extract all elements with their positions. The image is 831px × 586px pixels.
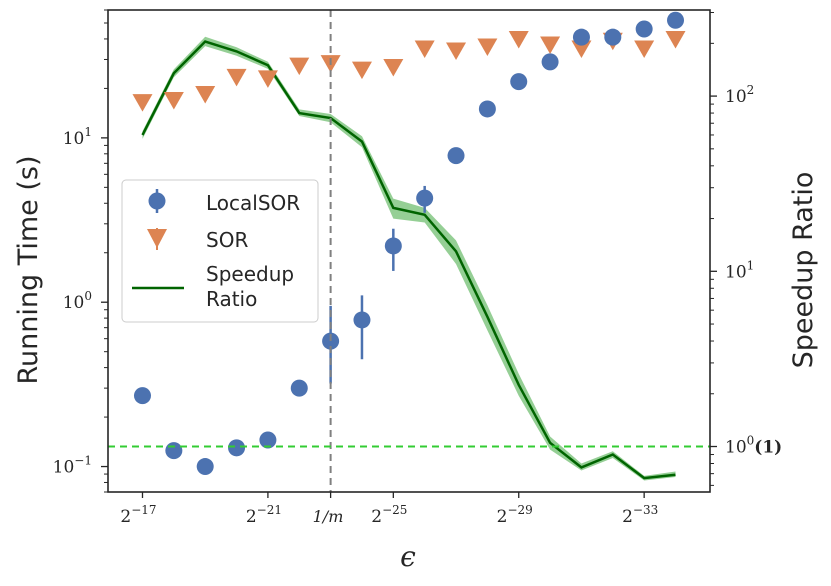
localsor-point xyxy=(416,189,434,207)
x-axis-label: ϵ xyxy=(400,540,416,573)
legend-frame xyxy=(121,179,319,323)
x-tick-exponent: −21 xyxy=(257,503,282,517)
x-tick-label: 2−29 xyxy=(497,503,533,527)
localsor-point xyxy=(353,311,371,329)
localsor-point xyxy=(228,439,246,457)
sor-point xyxy=(446,42,467,61)
x-tick-exponent: −25 xyxy=(382,503,407,517)
plot-layer xyxy=(108,10,710,492)
y-left-tick-exponent: −1 xyxy=(74,454,92,468)
sor-point xyxy=(289,57,310,76)
y-left-tick-exponent: 1 xyxy=(84,125,92,139)
localsor-point xyxy=(322,332,340,350)
sor-point xyxy=(163,92,184,110)
x-tick-exponent: −33 xyxy=(633,503,658,517)
speedup-ratio-line xyxy=(141,40,676,480)
legend-label-sor: SOR xyxy=(206,228,248,252)
sor-point xyxy=(414,40,435,58)
localsor-point xyxy=(447,147,465,165)
y-left-tick-exponent: 0 xyxy=(84,289,92,303)
y-right-tick-exponent: 0 xyxy=(747,434,755,448)
sor-point xyxy=(508,30,529,49)
localsor-point xyxy=(196,458,214,476)
localsor-point xyxy=(165,442,183,460)
x-tick-exponent: −17 xyxy=(131,503,156,517)
sor-point xyxy=(226,68,247,87)
sor-point xyxy=(540,36,561,55)
localsor-point xyxy=(572,28,590,46)
y-right-tick-label: 101 xyxy=(725,258,754,282)
sor-point xyxy=(132,94,153,112)
localsor-point xyxy=(510,73,528,91)
localsor-point xyxy=(604,28,622,46)
legend-label-speedup: Speedup xyxy=(206,262,294,286)
localsor-point xyxy=(667,11,685,29)
x-tick-label-1-over-m: 1/m xyxy=(313,507,344,526)
sor-point xyxy=(257,70,278,88)
y-axis-label-left: Running Time (s) xyxy=(13,155,44,384)
sor-point xyxy=(383,58,404,77)
y-axis-label-right: Speedup Ratio xyxy=(788,172,819,369)
legend-localsor-marker xyxy=(148,192,166,210)
y-right-tick-label: 102 xyxy=(725,83,754,107)
x-tick-label: 2−17 xyxy=(120,503,156,527)
sor-point xyxy=(571,40,592,58)
localsor-point xyxy=(384,237,402,255)
localsor-point xyxy=(541,53,559,71)
x-tick-exponent: −29 xyxy=(507,503,532,517)
sor-point xyxy=(665,30,686,49)
x-tick-label: 2−21 xyxy=(246,503,282,527)
localsor-point xyxy=(290,379,308,397)
y-right-tick-suffix: (1) xyxy=(754,438,782,458)
plot-frame xyxy=(107,9,711,493)
y-right-tick-exponent: 1 xyxy=(747,258,755,272)
localsor-point xyxy=(259,431,277,449)
legend-label-ratio: Ratio xyxy=(206,287,257,311)
legend-label-localsor: LocalSOR xyxy=(206,191,300,215)
legend xyxy=(121,179,319,323)
localsor-point xyxy=(133,387,151,405)
x-tick-label: 2−25 xyxy=(371,503,407,527)
x-tick-label: 2−33 xyxy=(622,503,658,527)
sor-point xyxy=(477,38,498,56)
y-left-tick-label: 100 xyxy=(63,289,92,313)
y-right-tick-label: 100(1) xyxy=(725,434,782,458)
localsor-point xyxy=(635,20,653,38)
y-left-tick-label: 101 xyxy=(63,125,92,149)
y-left-tick-label: 10−1 xyxy=(53,454,92,478)
localsor-point xyxy=(478,100,496,118)
sor-point xyxy=(195,85,216,104)
sor-point xyxy=(351,61,372,80)
sor-point xyxy=(634,40,655,58)
y-right-tick-exponent: 2 xyxy=(747,83,755,97)
